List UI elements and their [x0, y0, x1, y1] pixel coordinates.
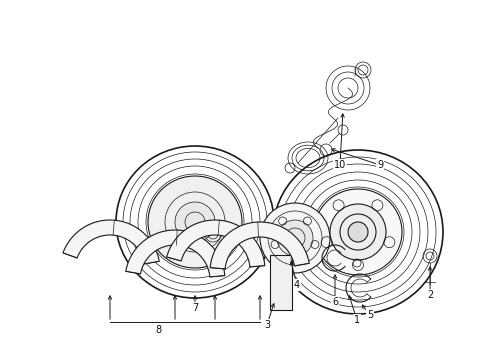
- Polygon shape: [63, 220, 159, 264]
- Text: 5: 5: [366, 310, 372, 320]
- Text: 6: 6: [331, 297, 337, 307]
- Circle shape: [276, 220, 312, 256]
- Text: 9: 9: [376, 160, 382, 170]
- Text: 4: 4: [293, 280, 300, 290]
- Text: 2: 2: [426, 290, 432, 300]
- Text: 1: 1: [353, 315, 359, 325]
- Ellipse shape: [313, 189, 401, 275]
- Circle shape: [347, 222, 367, 242]
- Ellipse shape: [148, 176, 242, 268]
- Polygon shape: [166, 220, 264, 267]
- Text: 3: 3: [264, 320, 269, 330]
- Bar: [269, 255, 291, 310]
- Text: 10: 10: [333, 160, 346, 170]
- Circle shape: [260, 203, 329, 273]
- Polygon shape: [210, 222, 308, 269]
- Circle shape: [329, 204, 385, 260]
- Text: 8: 8: [155, 325, 161, 335]
- Circle shape: [175, 202, 215, 242]
- Polygon shape: [125, 230, 224, 277]
- Text: 7: 7: [191, 303, 198, 313]
